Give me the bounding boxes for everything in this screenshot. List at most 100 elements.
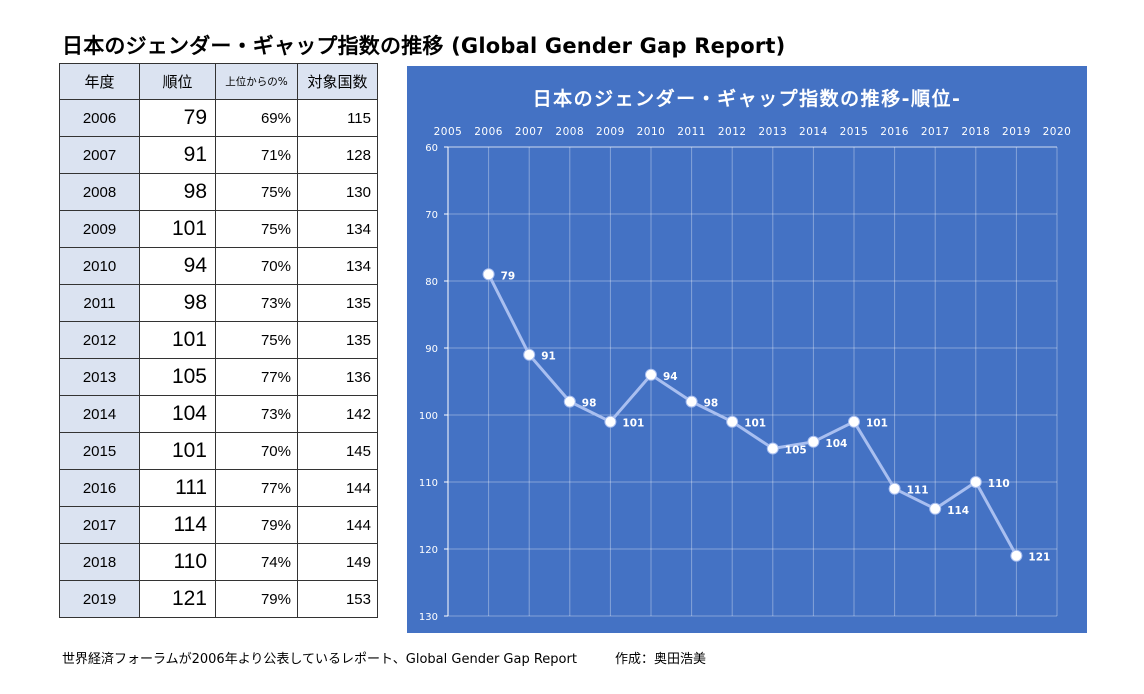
count-cell: 128: [297, 136, 378, 174]
data-point: [604, 415, 617, 428]
chart-panel: 日本のジェンダー・ギャップ指数の推移-順位- 60 70 80 90 100 110 120…: [407, 66, 1087, 633]
header-rank: 順位: [139, 63, 216, 100]
page-title: 日本のジェンダー・ギャップ指数の推移 (Global Gender Gap Re…: [62, 34, 786, 58]
data-point: [766, 442, 779, 455]
x-tick-label: 2010: [637, 126, 666, 138]
year-cell: 2006: [59, 99, 140, 137]
x-tick-label: 2009: [596, 126, 625, 138]
percent-cell: 77%: [215, 469, 298, 507]
data-point: [807, 435, 820, 448]
x-tick-label: 2018: [961, 126, 990, 138]
table-row: 2009 101 75% 134: [59, 210, 378, 248]
year-cell: 2007: [59, 136, 140, 174]
y-tick-label: 120: [419, 545, 438, 556]
data-label: 94: [663, 371, 678, 383]
y-tick-label: 110: [419, 478, 438, 489]
year-cell: 2018: [59, 543, 140, 581]
data-label: 98: [704, 398, 719, 410]
data-point: [888, 482, 901, 495]
data-point: [685, 395, 698, 408]
count-cell: 134: [297, 247, 378, 285]
rank-cell: 111: [139, 469, 216, 507]
y-tick-label: 80: [425, 277, 438, 288]
y-tick-label: 60: [425, 143, 438, 154]
x-tick-label: 2017: [921, 126, 950, 138]
year-cell: 2014: [59, 395, 140, 433]
data-point: [1010, 549, 1023, 562]
data-label: 91: [541, 351, 556, 363]
data-label: 114: [947, 505, 969, 517]
count-cell: 153: [297, 580, 378, 618]
year-cell: 2008: [59, 173, 140, 211]
x-tick-label: 2019: [1002, 126, 1031, 138]
percent-cell: 73%: [215, 284, 298, 322]
rank-cell: 110: [139, 543, 216, 581]
y-tick-label: 100: [419, 411, 438, 422]
percent-cell: 75%: [215, 321, 298, 359]
count-cell: 144: [297, 506, 378, 544]
x-tick-label: 2008: [555, 126, 584, 138]
x-tick-label: 2015: [840, 126, 869, 138]
percent-cell: 77%: [215, 358, 298, 396]
header-year: 年度: [59, 63, 140, 100]
rank-cell: 98: [139, 173, 216, 211]
header-count: 対象国数: [297, 63, 378, 100]
author-credit: 作成：奥田浩美: [614, 652, 706, 667]
year-cell: 2015: [59, 432, 140, 470]
percent-cell: 69%: [215, 99, 298, 137]
rank-cell: 98: [139, 284, 216, 322]
chart-title: 日本のジェンダー・ギャップ指数の推移-順位-: [532, 88, 962, 110]
count-cell: 136: [297, 358, 378, 396]
data-label: 110: [988, 478, 1010, 490]
table-body: 2006 79 69% 115 2007 91 71% 128 2008 98 75% 130 2009…: [59, 99, 378, 618]
percent-cell: 70%: [215, 432, 298, 470]
data-point: [523, 348, 536, 361]
year-cell: 2010: [59, 247, 140, 285]
data-label: 79: [501, 270, 516, 282]
count-cell: 135: [297, 321, 378, 359]
table-row: 2016 111 77% 144: [59, 469, 378, 507]
percent-cell: 70%: [215, 247, 298, 285]
x-tick-label: 2020: [1043, 126, 1072, 138]
rank-cell: 101: [139, 432, 216, 470]
y-tick-label: 130: [419, 612, 438, 623]
data-point: [482, 268, 495, 281]
x-tick-label: 2005: [434, 126, 463, 138]
count-cell: 144: [297, 469, 378, 507]
data-label: 104: [825, 438, 847, 450]
data-point: [969, 476, 982, 488]
year-cell: 2012: [59, 321, 140, 359]
year-cell: 2009: [59, 210, 140, 248]
x-tick-label: 2016: [880, 126, 909, 138]
data-label: 98: [582, 398, 597, 410]
series-line: [487, 273, 1018, 557]
percent-cell: 79%: [215, 506, 298, 544]
table-row: 2013 105 77% 136: [59, 358, 378, 396]
percent-cell: 79%: [215, 580, 298, 618]
data-point: [645, 368, 657, 381]
year-cell: 2016: [59, 469, 140, 507]
rank-cell: 114: [139, 506, 216, 544]
data-point: [929, 502, 942, 515]
rank-cell: 79: [139, 99, 216, 137]
data-label: 101: [744, 418, 766, 430]
rank-cell: 121: [139, 580, 216, 618]
count-cell: 115: [297, 99, 378, 137]
percent-cell: 74%: [215, 543, 298, 581]
rank-cell: 91: [139, 136, 216, 174]
data-label: 101: [866, 418, 888, 430]
header-percent: 上位からの%: [215, 63, 298, 100]
data-label: 111: [907, 485, 929, 497]
count-cell: 134: [297, 210, 378, 248]
x-tick-label: 2011: [677, 126, 706, 138]
data-label: 121: [1028, 552, 1050, 564]
table-row: 2008 98 75% 130: [59, 173, 378, 211]
data-point: [848, 415, 860, 428]
table-row: 2012 101 75% 135: [59, 321, 378, 359]
rank-cell: 101: [139, 321, 216, 359]
percent-cell: 75%: [215, 210, 298, 248]
year-cell: 2013: [59, 358, 140, 396]
count-cell: 145: [297, 432, 378, 470]
y-tick-label: 70: [425, 210, 438, 221]
table-row: 2018 110 74% 149: [59, 543, 378, 581]
